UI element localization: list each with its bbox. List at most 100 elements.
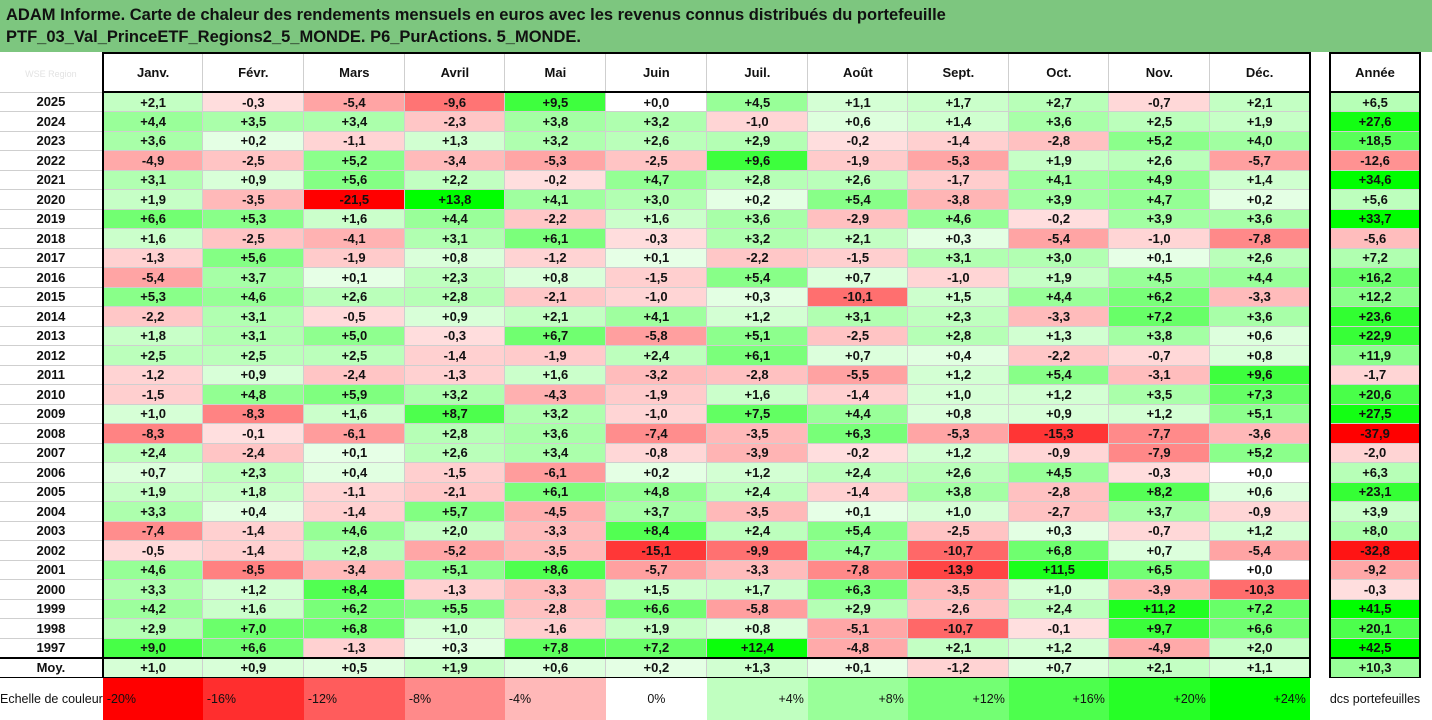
heatmap-cell: +3,1 — [101, 169, 204, 190]
heatmap-cell: +2,6 — [807, 169, 909, 190]
heatmap-cell: +2,8 — [404, 423, 506, 444]
heatmap-cell: -21,5 — [303, 189, 406, 210]
annual-cell: -0,3 — [1328, 579, 1422, 600]
heatmap-cell: -7,4 — [605, 423, 708, 444]
heatmap-cell: -2,8 — [706, 364, 809, 385]
heatmap-cell: +6,1 — [706, 345, 809, 366]
heatmap-cell: +4,7 — [807, 540, 909, 561]
heatmap-cell: +5,2 — [1209, 442, 1311, 463]
scale-swatch: +20% — [1108, 677, 1210, 720]
heatmap-cell: -3,3 — [504, 579, 607, 600]
average-cell: +0,2 — [605, 656, 708, 678]
row-year: 1997 — [0, 637, 104, 658]
heatmap-cell: +2,4 — [101, 442, 204, 463]
row-year: 2012 — [0, 345, 104, 366]
heatmap-cell: -1,0 — [706, 111, 809, 132]
heatmap-cell: +4,4 — [807, 403, 909, 424]
heatmap-cell: +1,2 — [907, 364, 1010, 385]
heatmap-cell: +1,0 — [101, 403, 204, 424]
heatmap-cell: +1,0 — [1008, 579, 1110, 600]
table-row: 2002 -0,5 -1,4 +2,8 -5,2 -3,5 -15,1 -9,9 +4,7 -10… — [0, 540, 1422, 561]
row-year: 2016 — [0, 267, 104, 288]
heatmap-cell: -2,2 — [1008, 345, 1110, 366]
heatmap-cell: +0,8 — [404, 247, 506, 268]
heatmap-cell: +0,3 — [706, 286, 809, 307]
heatmap-cell: +0,3 — [907, 228, 1010, 249]
heatmap-cell: -1,5 — [101, 384, 204, 405]
annual-cell: -37,9 — [1328, 423, 1422, 444]
heatmap-cell: +2,6 — [1108, 150, 1211, 171]
heatmap-cell: +11,5 — [1008, 559, 1110, 580]
heatmap-cell: -2,2 — [101, 306, 204, 327]
heatmap-cell: -4,8 — [807, 637, 909, 658]
annual-cell: +41,5 — [1328, 598, 1422, 619]
heatmap-cell: -0,7 — [1108, 520, 1211, 541]
heatmap-cell: -3,4 — [303, 559, 406, 580]
heatmap-cell: +7,0 — [202, 618, 305, 639]
heatmap-cell: -2,3 — [404, 111, 506, 132]
heatmap-cell: +5,1 — [404, 559, 506, 580]
heatmap-cell: +8,4 — [303, 579, 406, 600]
annual-cell: +6,3 — [1328, 462, 1422, 483]
heatmap-cell: -7,4 — [101, 520, 204, 541]
heatmap-cell: +5,5 — [404, 598, 506, 619]
table-row: 2013 +1,8 +3,1 +5,0 -0,3 +6,7 -5,8 +5,1 -2,5 +2,8… — [0, 325, 1422, 346]
average-cell: +1,0 — [101, 656, 204, 678]
heatmap-cell: -5,3 — [504, 150, 607, 171]
heatmap-cell: +3,5 — [1108, 384, 1211, 405]
heatmap-cell: +0,8 — [706, 618, 809, 639]
table-row: 2017 -1,3 +5,6 -1,9 +0,8 -1,2 +0,1 -2,2 -1,5 +3,1… — [0, 247, 1422, 268]
heatmap-cell: +3,1 — [202, 325, 305, 346]
scale-swatch: +8% — [807, 677, 908, 720]
scale-swatch: +16% — [1008, 677, 1109, 720]
heatmap-cell: -1,3 — [303, 637, 406, 658]
average-cell: +1,9 — [404, 656, 506, 678]
heatmap-cell: -1,1 — [303, 481, 406, 502]
heatmap-cell: +6,6 — [605, 598, 708, 619]
average-annual-cell: +10,3 — [1328, 656, 1422, 678]
title-bar: ADAM Informe. Carte de chaleur des rende… — [0, 0, 1432, 52]
heatmap-cell: +2,4 — [1008, 598, 1110, 619]
heatmap-cell: +1,2 — [907, 442, 1010, 463]
heatmap-cell: +1,2 — [706, 462, 809, 483]
heatmap-cell: +6,2 — [1108, 286, 1211, 307]
heatmap-cell: -5,4 — [1209, 540, 1311, 561]
heatmap-cell: +1,1 — [807, 91, 909, 112]
heatmap-cell: -2,9 — [807, 208, 909, 229]
row-year: 2022 — [0, 150, 104, 171]
heatmap-cell: +1,7 — [907, 91, 1010, 112]
heatmap-cell: -8,5 — [202, 559, 305, 580]
gap-cell — [1309, 228, 1330, 248]
heatmap-cell: -5,3 — [907, 150, 1010, 171]
gap-cell — [1309, 365, 1330, 385]
heatmap-cell: -10,7 — [907, 618, 1010, 639]
heatmap-cell: -2,5 — [907, 520, 1010, 541]
heatmap-cell: +1,6 — [303, 208, 406, 229]
month-header: Juin — [605, 52, 708, 93]
gap-cell — [1309, 501, 1330, 521]
scale-swatch: -4% — [504, 677, 606, 720]
heatmap-cell: -5,2 — [404, 540, 506, 561]
heatmap-cell: -1,4 — [807, 384, 909, 405]
heatmap-cell: -0,3 — [202, 91, 305, 112]
heatmap-cell: +2,5 — [303, 345, 406, 366]
row-year: 2010 — [0, 384, 104, 405]
heatmap-cell: -3,1 — [1108, 364, 1211, 385]
header-left-cell: WSE Region — [0, 53, 104, 92]
row-year: 2003 — [0, 520, 104, 541]
heatmap-cell: -1,4 — [807, 481, 909, 502]
gap-cell — [1309, 189, 1330, 209]
annual-cell: +34,6 — [1328, 169, 1422, 190]
heatmap-cell: +0,2 — [202, 130, 305, 151]
heatmap-cell: +5,4 — [807, 189, 909, 210]
gap-cell — [1309, 326, 1330, 346]
heatmap-cell: -1,4 — [202, 520, 305, 541]
month-header: Mars — [303, 52, 406, 93]
annual-cell: +42,5 — [1328, 637, 1422, 658]
heatmap-cell: +3,2 — [504, 403, 607, 424]
heatmap-cell: +7,2 — [1209, 598, 1311, 619]
heatmap-cell: -4,9 — [1108, 637, 1211, 658]
heatmap-cell: -9,9 — [706, 540, 809, 561]
scale-swatch: -16% — [202, 677, 304, 720]
heatmap-cell: +4,6 — [303, 520, 406, 541]
